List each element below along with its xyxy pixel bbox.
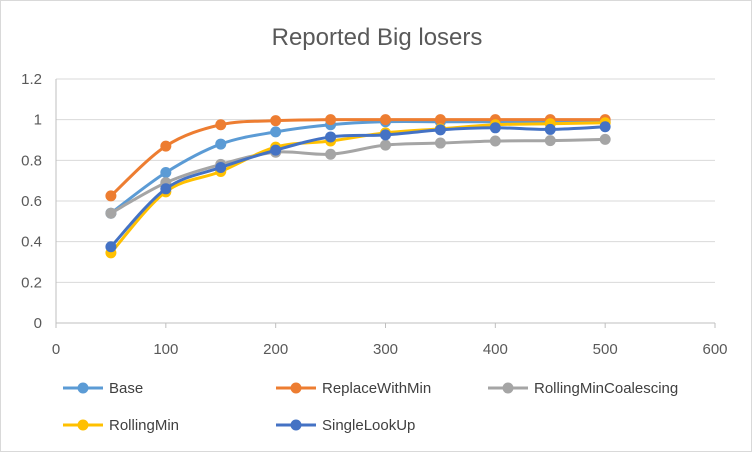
chart-title: Reported Big losers [272, 24, 483, 51]
y-tick-label: 1.2 [21, 71, 42, 88]
data-point-single-look-up [380, 129, 391, 141]
series-rolling-min-coalescing [105, 133, 611, 219]
data-point-single-look-up [489, 122, 501, 134]
series-layer [105, 114, 611, 259]
series-base [105, 116, 611, 219]
data-point-single-look-up [544, 123, 556, 135]
data-point-single-look-up [599, 121, 611, 133]
x-tick-label: 500 [593, 341, 618, 358]
legend-item-replace-with-min: ReplaceWithMin [276, 380, 431, 397]
data-point-rolling-min-coalescing [544, 135, 556, 147]
x-tick-label: 200 [263, 341, 288, 358]
series-line-single-look-up [109, 125, 607, 249]
legend-label: RollingMin [109, 417, 179, 434]
series-replace-with-min [105, 114, 611, 202]
data-point-single-look-up [270, 144, 282, 156]
data-point-rolling-min-coalescing [380, 139, 391, 151]
y-tick-label: 0.4 [21, 234, 42, 251]
data-point-replace-with-min [380, 114, 391, 126]
data-point-replace-with-min [325, 114, 337, 126]
y-tick-label: 0 [34, 315, 42, 332]
y-tick-label: 0.2 [21, 274, 42, 291]
data-point-rolling-min-coalescing [599, 133, 611, 145]
data-point-rolling-min-coalescing [105, 207, 117, 219]
series-line-base [109, 119, 607, 215]
x-tick-label: 100 [153, 341, 178, 358]
data-point-base [215, 138, 227, 150]
axes: 0 0.2 0.4 0.6 0.8 1 1.2 0 100 200 300 400 500 600 [21, 71, 727, 358]
data-point-rolling-min-coalescing [489, 135, 501, 147]
data-point-base [270, 126, 282, 138]
legend: Base ReplaceWithMin RollingMinCoalescing Ro… [63, 380, 678, 434]
legend-label: RollingMinCoalescing [534, 380, 678, 397]
legend-item-rolling-min-coalescing: RollingMinCoalescing [488, 380, 678, 397]
legend-item-single-look-up: SingleLookUp [276, 417, 415, 434]
x-tick-label: 300 [373, 341, 398, 358]
series-single-look-up [105, 121, 611, 253]
data-point-replace-with-min [215, 119, 227, 131]
legend-item-base: Base [63, 380, 143, 397]
y-tick-label: 1 [34, 112, 42, 129]
data-point-rolling-min-coalescing [434, 137, 446, 149]
data-point-base [160, 167, 172, 179]
legend-item-rolling-min: RollingMin [63, 417, 179, 434]
legend-label: Base [109, 380, 143, 397]
data-point-single-look-up [434, 124, 446, 136]
data-point-single-look-up [105, 241, 117, 253]
legend-swatch-marker [290, 419, 302, 431]
series-line-rolling-min [109, 121, 607, 255]
y-tick-label: 0.8 [21, 152, 42, 169]
x-tick-label: 400 [483, 341, 508, 358]
x-tick-label: 600 [702, 341, 727, 358]
legend-swatch-marker [77, 382, 89, 394]
legend-label: SingleLookUp [322, 417, 415, 434]
legend-swatch-marker [77, 419, 89, 431]
data-point-single-look-up [325, 131, 337, 143]
legend-swatch-marker [290, 382, 302, 394]
data-point-replace-with-min [270, 115, 282, 127]
data-point-replace-with-min [105, 190, 117, 202]
legend-swatch-marker [502, 382, 514, 394]
data-point-single-look-up [215, 161, 227, 173]
data-point-replace-with-min [160, 140, 172, 152]
x-tick-label: 0 [52, 341, 60, 358]
data-point-single-look-up [160, 183, 172, 195]
data-point-rolling-min-coalescing [325, 148, 337, 160]
series-line-rolling-min-coalescing [109, 137, 607, 215]
legend-label: ReplaceWithMin [322, 380, 431, 397]
series-line-replace-with-min [109, 118, 607, 198]
y-tick-label: 0.6 [21, 193, 42, 210]
data-point-replace-with-min [434, 114, 446, 126]
